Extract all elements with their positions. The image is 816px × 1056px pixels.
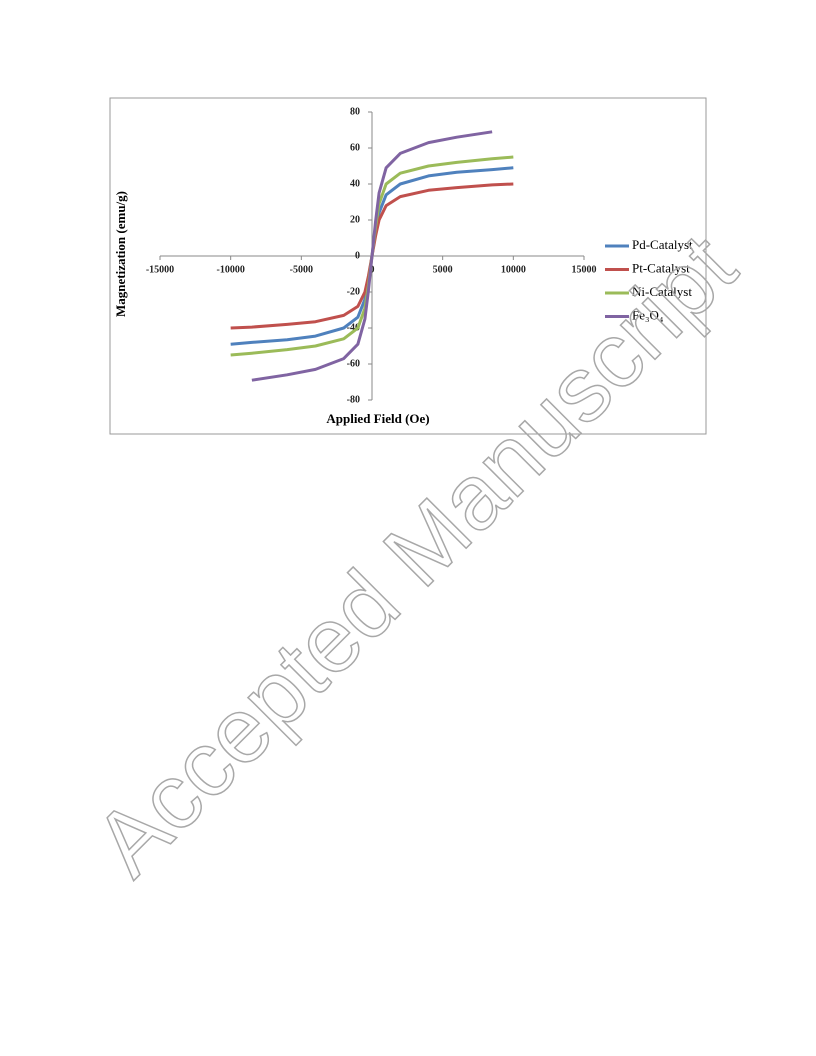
y-tick-label: 0 <box>355 250 360 261</box>
y-axis-title: Magnetization (emu/g) <box>113 191 128 317</box>
y-tick-label: -60 <box>347 358 360 369</box>
series-line <box>251 130 493 382</box>
x-tick-label: -5000 <box>290 264 313 275</box>
chart: -15000 -10000 -5000 0 5000 10000 15000 -80 -60 -4… <box>146 106 693 405</box>
x-tick-label: -15000 <box>146 264 174 275</box>
legend-label: Fe₃O₄ <box>632 307 664 322</box>
y-tick-label: 40 <box>350 178 360 189</box>
legend-label: Pt-Catalyst <box>632 260 690 275</box>
y-tick-label: -80 <box>347 394 360 405</box>
x-tick-label: 10000 <box>501 264 526 275</box>
y-tick-label: 60 <box>350 142 360 153</box>
y-tick-label: -40 <box>347 322 360 333</box>
chart-frame <box>109 97 707 435</box>
legend-label: Ni-Catalyst <box>632 284 692 299</box>
y-tick-label: -20 <box>347 286 360 297</box>
x-tick-label: 15000 <box>572 264 597 275</box>
y-tick-label: 80 <box>350 106 360 117</box>
x-tick-label: -10000 <box>216 264 244 275</box>
y-tick-label: 20 <box>350 214 360 225</box>
x-tick-label: 5000 <box>433 264 453 275</box>
x-axis-title: Applied Field (Oe) <box>326 411 429 426</box>
legend-label: Pd-Catalyst <box>632 237 693 252</box>
